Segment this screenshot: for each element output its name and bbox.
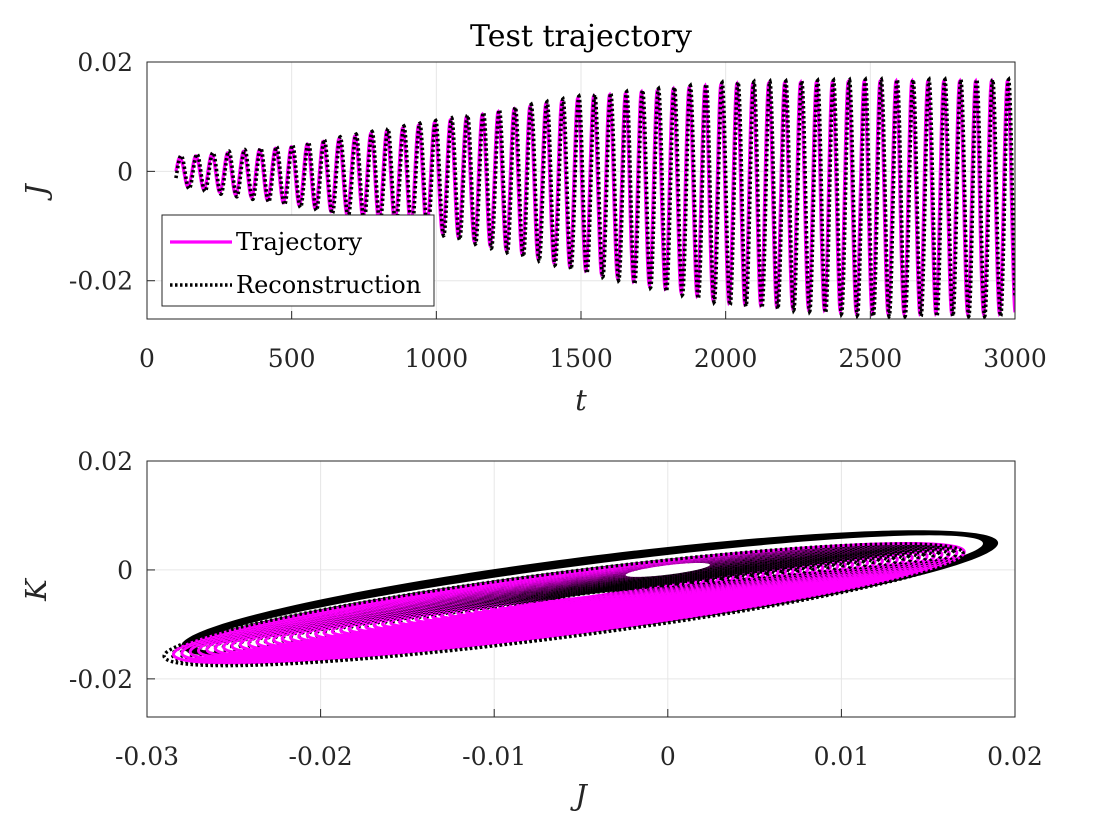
- x-tick-label: 2500: [839, 344, 903, 373]
- plot-frame: [146, 460, 1016, 718]
- x-tick-label: 1500: [549, 344, 613, 373]
- y-tick-label: -0.02: [69, 665, 133, 694]
- legend: Trajectory Reconstruction: [161, 214, 435, 307]
- x-tick-label: -0.01: [462, 742, 526, 771]
- reconstruction-line: [174, 75, 1015, 319]
- plot-lines: [174, 75, 1015, 319]
- x-tick-label: 0.01: [814, 742, 870, 771]
- time-series-plot: 0 500 1000 1500 2000 2500 3000 0.02 0 -0.02 Test …: [19, 19, 1047, 417]
- x-tick-label: -0.02: [289, 742, 353, 771]
- x-tick-label: 0: [660, 742, 676, 771]
- axis-ticks: 0 500 1000 1500 2000 2500 3000 0.02 0 -0.02: [69, 48, 1047, 373]
- y-tick-label: 0.02: [77, 48, 133, 77]
- axis-ticks: -0.03 -0.02 -0.01 0 0.01 0.02 0.02 0 -0.02: [69, 447, 1043, 771]
- legend-reconstruction-label: Reconstruction: [236, 271, 421, 299]
- x-axis-label: J: [570, 778, 588, 812]
- x-tick-label: 0.02: [987, 742, 1043, 771]
- y-tick-label: 0.02: [77, 447, 133, 476]
- y-tick-label: -0.02: [69, 267, 133, 296]
- y-tick-label: 0: [117, 157, 133, 186]
- x-tick-label: 3000: [983, 344, 1047, 373]
- chart-title: Test trajectory: [470, 19, 692, 54]
- x-tick-label: 1000: [405, 344, 469, 373]
- x-tick-label: -0.03: [115, 742, 179, 771]
- trajectory-loop: [171, 541, 966, 665]
- phase-portrait-plot: -0.03 -0.02 -0.01 0 0.01 0.02 0.02 0 -0.02 J K: [19, 447, 1043, 812]
- y-axis-label: K: [19, 577, 53, 602]
- y-tick-label: 0: [117, 556, 133, 585]
- y-axis-label: J: [19, 183, 53, 201]
- x-tick-label: 500: [268, 344, 316, 373]
- plot-lines: [162, 530, 999, 668]
- legend-trajectory-label: Trajectory: [236, 228, 362, 256]
- x-tick-label: 2000: [694, 344, 758, 373]
- x-tick-label: 0: [139, 344, 155, 373]
- inner-hole: [625, 562, 710, 577]
- legend-box: [161, 214, 435, 307]
- x-axis-label: t: [575, 383, 587, 417]
